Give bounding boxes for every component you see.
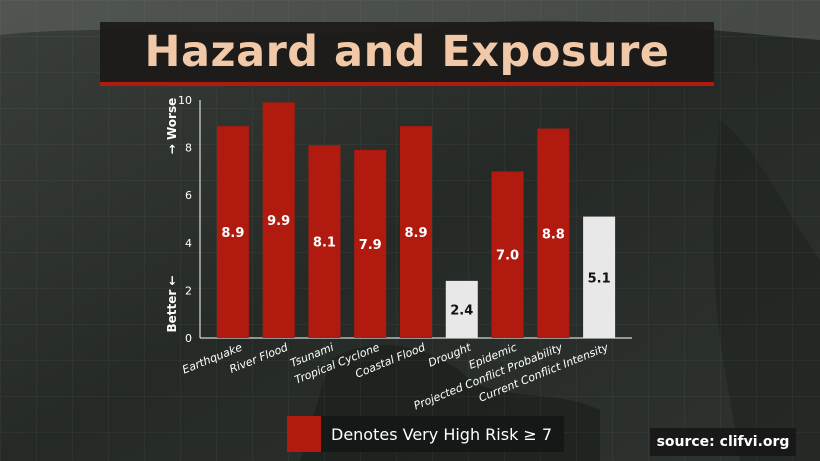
bar-tropical-cyclone bbox=[354, 149, 387, 338]
bar-coastal-flood bbox=[400, 126, 432, 339]
y-tick-label: 8 bbox=[185, 142, 192, 155]
x-tick-label: Drought bbox=[426, 340, 473, 369]
data-label: 7.9 bbox=[359, 238, 382, 253]
y-tick-label: 2 bbox=[185, 284, 192, 297]
y-tick-label: 10 bbox=[178, 94, 192, 107]
bar-epidemic bbox=[491, 171, 524, 338]
bar-river-flood bbox=[262, 102, 295, 338]
y-label-better: Better ← bbox=[165, 275, 179, 332]
y-label-worse: → Worse bbox=[165, 98, 179, 154]
legend-swatch bbox=[287, 416, 321, 452]
chart-title: Hazard and Exposure bbox=[144, 27, 670, 77]
bar-current-conflict-intensity bbox=[583, 216, 616, 338]
data-label: 8.8 bbox=[542, 227, 565, 242]
data-label: 7.0 bbox=[496, 249, 519, 264]
legend-label: Denotes Very High Risk ≥ 7 bbox=[331, 424, 553, 444]
data-label: 8.1 bbox=[313, 236, 336, 251]
data-label: 9.9 bbox=[267, 214, 290, 229]
legend: Denotes Very High Risk ≥ 7 bbox=[287, 416, 565, 452]
bar-tsunami bbox=[308, 145, 341, 338]
bars-group: 8.9 9.9 8.1 7.9 8.9 2.4 7.0 8.8 5.1 bbox=[216, 102, 616, 339]
source-credit: source: clifvi.org bbox=[650, 428, 796, 456]
title-banner: Hazard and Exposure bbox=[100, 22, 714, 86]
bar-projected-conflict-probability bbox=[537, 128, 570, 338]
y-tick-label: 6 bbox=[185, 189, 192, 202]
y-tick-label: 4 bbox=[185, 237, 192, 250]
y-tick-label: 0 bbox=[185, 332, 192, 345]
data-label: 5.1 bbox=[588, 271, 611, 286]
bar-drought bbox=[445, 280, 478, 338]
data-label: 2.4 bbox=[450, 303, 473, 318]
data-label: 8.9 bbox=[404, 226, 427, 241]
bar-earthquake bbox=[216, 126, 249, 339]
data-label: 8.9 bbox=[221, 226, 244, 241]
